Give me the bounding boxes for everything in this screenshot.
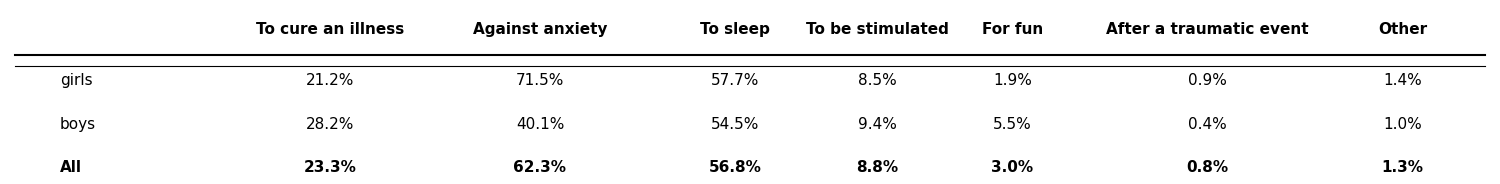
- Text: Other: Other: [1378, 22, 1426, 37]
- Text: To be stimulated: To be stimulated: [806, 22, 950, 37]
- Text: 40.1%: 40.1%: [516, 117, 564, 132]
- Text: 0.9%: 0.9%: [1188, 73, 1227, 88]
- Text: 71.5%: 71.5%: [516, 73, 564, 88]
- Text: To sleep: To sleep: [700, 22, 770, 37]
- Text: 9.4%: 9.4%: [858, 117, 897, 132]
- Text: 62.3%: 62.3%: [513, 160, 567, 175]
- Text: girls: girls: [60, 73, 93, 88]
- Text: All: All: [60, 160, 82, 175]
- Text: 1.0%: 1.0%: [1383, 117, 1422, 132]
- Text: 8.5%: 8.5%: [858, 73, 897, 88]
- Text: 1.3%: 1.3%: [1382, 160, 1423, 175]
- Text: Against anxiety: Against anxiety: [472, 22, 608, 37]
- Text: 54.5%: 54.5%: [711, 117, 759, 132]
- Text: 0.8%: 0.8%: [1186, 160, 1228, 175]
- Text: 8.8%: 8.8%: [856, 160, 898, 175]
- Text: 3.0%: 3.0%: [992, 160, 1033, 175]
- Text: 57.7%: 57.7%: [711, 73, 759, 88]
- Text: After a traumatic event: After a traumatic event: [1106, 22, 1310, 37]
- Text: boys: boys: [60, 117, 96, 132]
- Text: 5.5%: 5.5%: [993, 117, 1032, 132]
- Text: 1.9%: 1.9%: [993, 73, 1032, 88]
- Text: 1.4%: 1.4%: [1383, 73, 1422, 88]
- Text: 23.3%: 23.3%: [303, 160, 357, 175]
- Text: 21.2%: 21.2%: [306, 73, 354, 88]
- Text: For fun: For fun: [982, 22, 1042, 37]
- Text: 28.2%: 28.2%: [306, 117, 354, 132]
- Text: 56.8%: 56.8%: [708, 160, 762, 175]
- Text: To cure an illness: To cure an illness: [256, 22, 404, 37]
- Text: 0.4%: 0.4%: [1188, 117, 1227, 132]
